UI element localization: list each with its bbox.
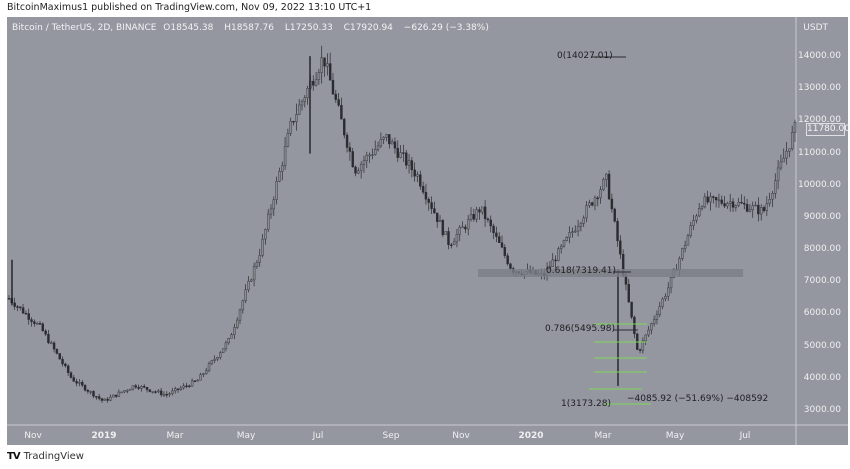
price-tick: 12000.00 <box>798 115 841 126</box>
symbol-legend: Bitcoin / TetherUS, 2D, BINANCE O18545.3… <box>12 23 489 33</box>
time-tick: May <box>236 431 256 441</box>
price-tick: 5000.00 <box>803 340 841 351</box>
currency-label: USDT <box>803 23 828 33</box>
tradingview-logo-icon: TV <box>7 451 21 462</box>
low-value: 17250.33 <box>289 23 333 33</box>
price-tick: 7000.00 <box>803 276 841 287</box>
current-price-tag: 11780.00 <box>806 123 850 136</box>
fib-0618-zone <box>478 269 743 277</box>
chart-frame[interactable] <box>7 17 848 445</box>
price-tick: 10000.00 <box>798 179 841 190</box>
time-tick: Mar <box>166 431 184 441</box>
change-value: −626.29 (−3.38%) <box>403 23 489 33</box>
time-tick: Jul <box>739 431 751 441</box>
fib-level-1-label: 1(3173.28) <box>561 399 611 409</box>
fib-level-0618-label: 0.618(7319.41) <box>546 266 617 276</box>
fib-level-0786-label: 0.786(5495.98) <box>545 324 616 334</box>
measure-label: −4085.92 (−51.69%) −408592 <box>627 394 769 404</box>
price-tick: 14000.00 <box>798 51 841 61</box>
tradingview-brand: TradingView <box>23 451 84 462</box>
price-tick: 8000.00 <box>803 244 841 255</box>
time-tick: Mar <box>594 431 612 441</box>
time-tick: Nov <box>452 431 470 441</box>
time-tick: 2019 <box>91 431 117 441</box>
open-value: 18545.38 <box>170 23 214 33</box>
candlestick-chart[interactable] <box>7 17 848 445</box>
time-tick: Jul <box>312 431 324 441</box>
price-tick: 13000.00 <box>798 83 841 94</box>
symbol-name: Bitcoin / TetherUS, 2D, BINANCE <box>12 23 157 33</box>
high-value: 18587.76 <box>231 23 274 33</box>
price-tick: 4000.00 <box>803 372 841 383</box>
price-tick: 9000.00 <box>803 211 841 222</box>
candles <box>7 45 797 403</box>
time-tick: May <box>665 431 685 441</box>
fib-green-levels <box>589 323 651 405</box>
fib-level-0-label: 0(14027.01) <box>557 51 613 61</box>
footer: TV TradingView <box>7 451 84 462</box>
close-value: 17920.94 <box>349 23 393 33</box>
time-tick: Nov <box>24 431 42 441</box>
price-tick: 11000.00 <box>798 147 841 158</box>
published-by-line: BitcoinMaximus1 published on TradingView… <box>7 2 372 13</box>
price-tick: 3000.00 <box>803 405 841 415</box>
time-tick: 2020 <box>518 431 544 441</box>
price-tick: 6000.00 <box>803 308 841 319</box>
time-tick: Sep <box>382 431 400 441</box>
